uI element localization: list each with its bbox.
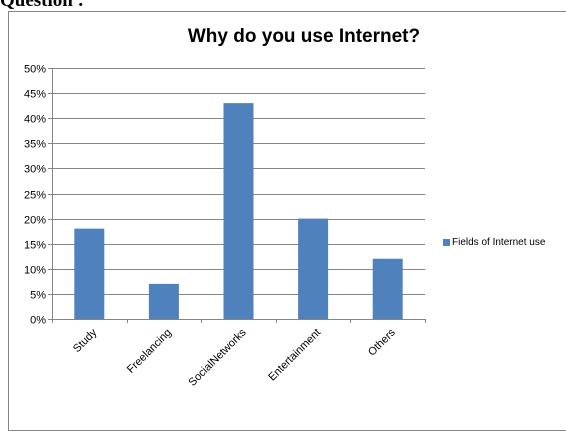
y-tick-label: 50%	[24, 64, 46, 76]
bar	[223, 103, 254, 319]
x-tick-label: Study	[71, 326, 100, 355]
y-tick-label: 10%	[24, 265, 46, 277]
legend-swatch	[443, 239, 450, 246]
x-tick-label: Entertainment	[266, 327, 323, 384]
chart-frame: Why do you use Internet? 0% 5% 10% 15% 20% 25…	[8, 11, 566, 431]
y-tick-label: 0%	[30, 315, 46, 327]
y-tick-label: 15%	[24, 240, 46, 252]
y-axis-labels: 0% 5% 10% 15% 20% 25% 30% 35% 40% 45% 50%	[24, 64, 46, 327]
y-tick-label: 5%	[30, 290, 46, 302]
y-tick-label: 25%	[24, 190, 46, 202]
y-tick-label: 30%	[24, 164, 46, 176]
y-tick-label: 40%	[24, 114, 46, 126]
bar	[298, 218, 329, 319]
x-tick-label: SocialNetworks	[187, 326, 249, 388]
legend: Fields of Internet use	[443, 237, 545, 248]
x-tick-label: Others	[366, 326, 398, 358]
legend-label: Fields of Internet use	[452, 237, 546, 248]
chart-plot: 0% 5% 10% 15% 20% 25% 30% 35% 40% 45% 50% Study Fre…	[24, 64, 426, 389]
chart-title: Why do you use Internet?	[187, 26, 421, 47]
axes	[48, 68, 426, 323]
x-axis-labels: Study Freelancing SocialNetworks Entertainm…	[71, 326, 398, 388]
bar	[74, 228, 105, 319]
question-heading: Question :	[0, 0, 84, 11]
x-tick-label: Freelancing	[125, 327, 174, 376]
bar	[148, 283, 179, 319]
y-tick-label: 20%	[24, 215, 46, 227]
bars	[74, 103, 403, 319]
bar	[372, 258, 403, 319]
y-tick-label: 35%	[24, 139, 46, 151]
y-tick-label: 45%	[24, 89, 46, 101]
